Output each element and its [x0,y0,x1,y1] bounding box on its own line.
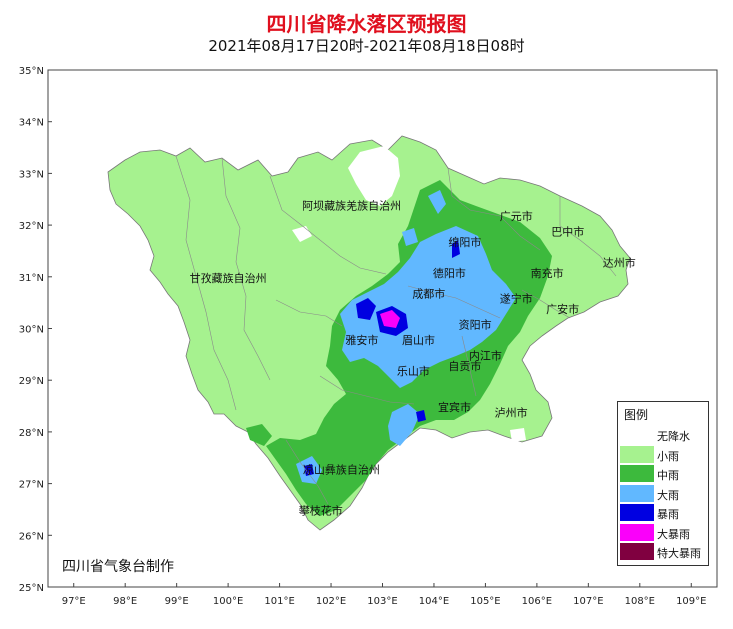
legend-label: 小雨 [657,449,679,463]
rainstorm-region-south [416,410,426,422]
x-tick-label: 108°E [625,596,655,607]
x-tick-label: 105°E [470,596,500,607]
x-tick-label: 100°E [213,596,243,607]
place-label: 甘孜藏族自治州 [190,271,267,285]
legend-item: 暴雨 [620,504,706,522]
no-rain-patch-north [348,146,400,206]
no-rain-patch-east [510,428,526,442]
y-tick-label: 26°N [19,531,44,542]
place-label: 广元市 [500,209,533,223]
legend-item: 小雨 [620,445,706,464]
place-label: 宜宾市 [438,400,471,414]
legend-label: 特大暴雨 [657,547,701,560]
place-label: 资阳市 [459,318,492,332]
legend-swatch [620,426,654,443]
x-tick-label: 107°E [573,596,603,607]
y-tick-label: 35°N [19,66,44,77]
legend-item: 无降水 [620,426,706,444]
legend-label: 中雨 [657,469,679,482]
legend-label: 无降水 [657,430,690,443]
legend-swatch [620,465,654,482]
y-tick-label: 28°N [19,428,44,439]
place-label: 达州市 [603,255,636,269]
x-tick-label: 97°E [62,596,86,607]
rainstorm-region-north [452,240,460,258]
legend-label: 大雨 [657,488,679,502]
x-tick-label: 98°E [113,596,137,607]
place-label: 内江市 [469,349,502,363]
y-tick-label: 33°N [19,169,44,180]
place-label: 阿坝藏族羌族自治州 [302,199,401,213]
legend-title: 图例 [624,408,649,422]
place-label: 德阳市 [433,266,466,280]
place-label: 凉山彝族自治州 [303,462,380,476]
place-label: 自贡市 [448,359,481,373]
heavy-rain-region-main [340,226,516,388]
axis-ticks: 35°N 34°N 33°N 32°N 31°N 30°N 29°N 28°N 27°N 26°N… [19,66,707,607]
legend-swatch [620,543,654,560]
place-label: 雅安市 [345,333,378,347]
map-subtitle: 2021年08月17日20时-2021年08月18日08时 [208,37,525,55]
x-tick-label: 102°E [316,596,346,607]
credit-label: 四川省气象台制作 [62,556,174,576]
x-tick-label: 106°E [522,596,552,607]
moderate-rain-region-south [246,424,272,446]
x-tick-label: 99°E [165,596,189,607]
place-label: 巴中市 [551,224,584,238]
legend-item: 特大暴雨 [620,543,706,561]
place-label: 广安市 [546,302,579,316]
x-tick-label: 109°E [676,596,706,607]
heavy-rain-region-south [388,404,420,446]
x-tick-label: 101°E [264,596,294,607]
legend-swatch [620,445,654,463]
y-tick-label: 29°N [19,376,44,387]
place-label: 遂宁市 [500,292,533,306]
legend-swatch [620,523,654,541]
legend-item: 中雨 [620,465,706,483]
x-tick-label: 103°E [367,596,397,607]
county-boundaries [175,155,617,505]
y-tick-label: 30°N [19,325,44,336]
heavy-rain-region-ne [402,228,418,246]
map-title: 四川省降水落区预报图 [266,12,467,36]
place-label: 乐山市 [397,364,430,378]
legend-swatch [620,504,654,521]
y-tick-label: 32°N [19,221,44,232]
legend-box: 图例 无降水小雨中雨大雨暴雨大暴雨特大暴雨 [617,401,709,566]
x-tick-label: 104°E [419,596,449,607]
place-label: 攀枝花市 [299,504,343,518]
place-label: 绵阳市 [448,235,481,249]
legend-item: 大雨 [620,484,706,503]
heavy-downpour-region [380,310,400,328]
y-tick-label: 31°N [19,273,44,284]
y-tick-label: 25°N [19,583,44,594]
place-label: 泸州市 [495,405,528,419]
legend-label: 暴雨 [657,508,679,521]
heavy-rain-region-north [428,190,446,214]
rainstorm-region-west [356,298,376,320]
legend-item: 大暴雨 [620,523,706,542]
legend-swatch [620,484,654,502]
rainstorm-region-sw [304,464,314,476]
place-label: 成都市 [412,286,445,300]
place-label: 南充市 [531,266,564,280]
legend-label: 大暴雨 [657,527,690,541]
place-label: 眉山市 [402,333,435,347]
no-rain-patch-west [292,226,312,242]
y-tick-label: 34°N [19,118,44,129]
y-tick-label: 27°N [19,480,44,491]
